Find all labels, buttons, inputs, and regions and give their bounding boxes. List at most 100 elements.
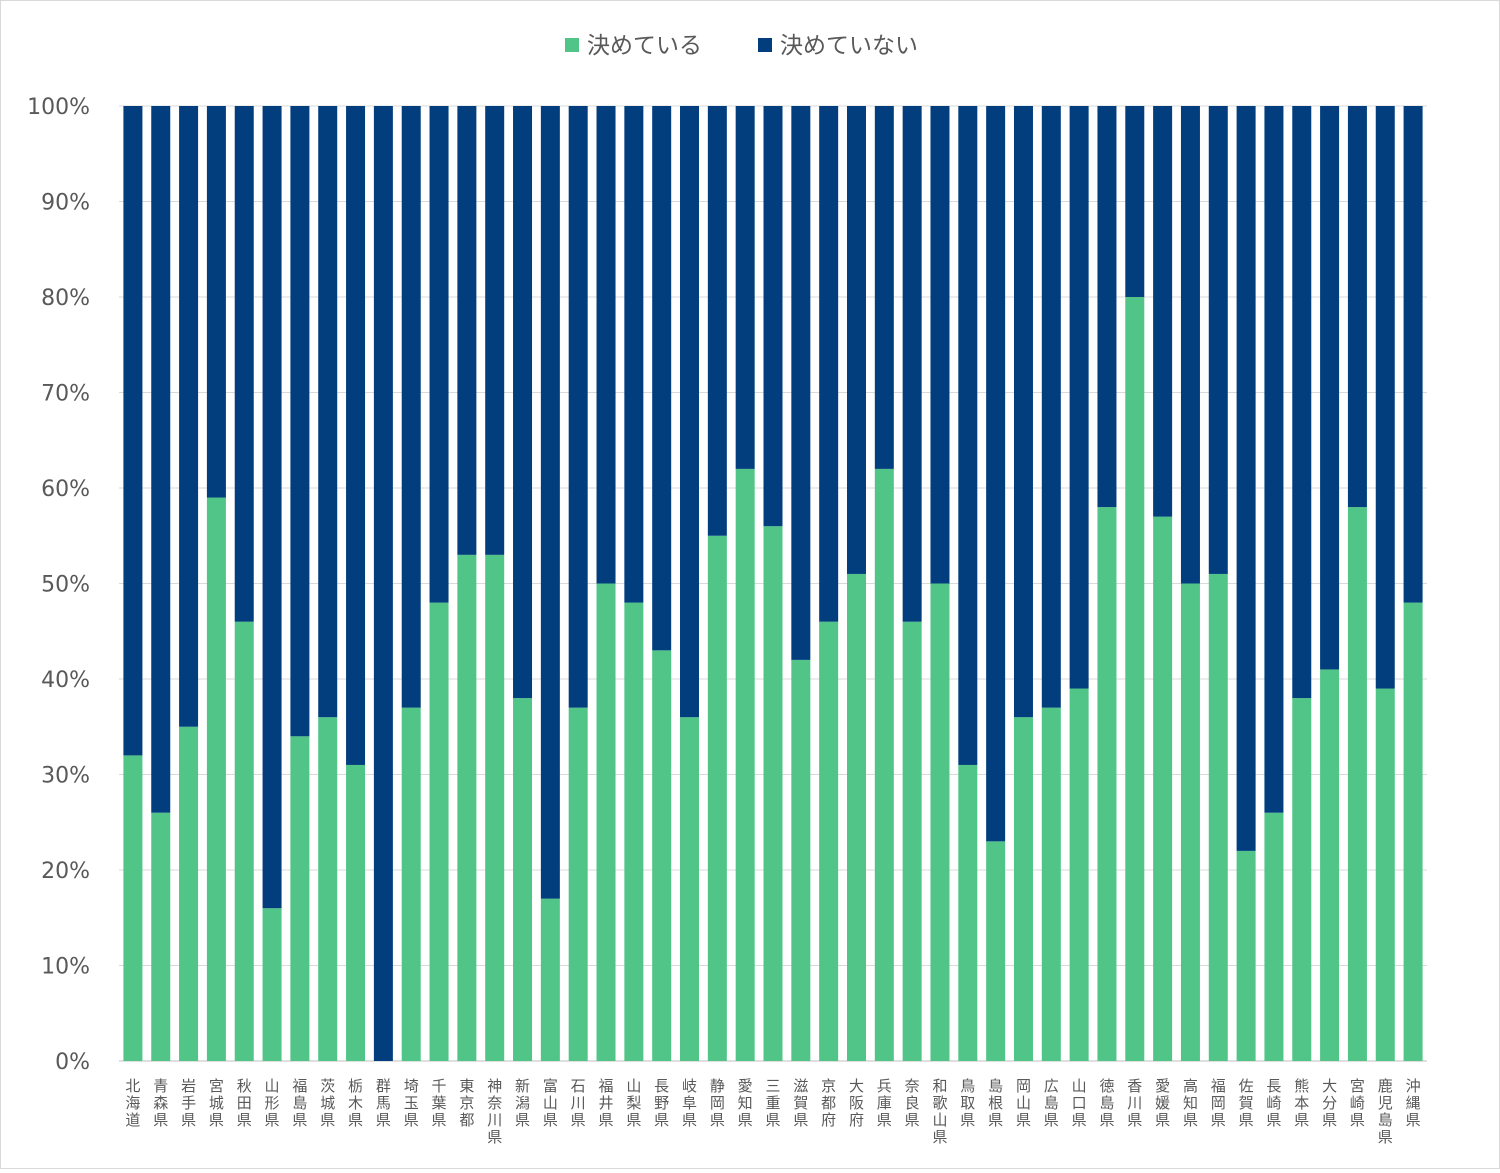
x-tick-label-char: 鹿 — [1378, 1077, 1393, 1095]
bar-decided-29 — [930, 583, 950, 1061]
x-tick-label-char: 崎 — [1266, 1094, 1281, 1112]
y-tick-label: 30% — [41, 764, 90, 789]
x-tick-label-char: 県 — [710, 1111, 725, 1129]
x-tick-label-char: 長 — [654, 1077, 669, 1095]
bars — [123, 106, 1423, 1062]
x-tick-label-char: 手 — [181, 1094, 196, 1112]
x-tick-label-char: 賀 — [793, 1094, 808, 1112]
bar-decided-15 — [540, 898, 560, 1061]
x-tick-label-char: 県 — [1294, 1111, 1309, 1129]
x-tick-label-char: 県 — [960, 1111, 975, 1129]
legend-swatch — [758, 38, 772, 52]
x-tick-label-char: 田 — [237, 1094, 252, 1112]
x-tick-label-char: 県 — [320, 1111, 335, 1129]
bar-undecided-7 — [318, 106, 338, 718]
x-tick-label-char: 埼 — [404, 1077, 419, 1095]
x-tick-label-char: 岡 — [710, 1094, 725, 1112]
x-tick-label-char: 島 — [1099, 1094, 1114, 1112]
x-tick-label-char: 県 — [571, 1111, 586, 1129]
bar-decided-22 — [735, 468, 755, 1061]
y-tick-label: 90% — [41, 191, 90, 216]
bar-decided-17 — [596, 583, 616, 1061]
x-tick-label-char: 口 — [1072, 1094, 1087, 1112]
bar-decided-39 — [1208, 573, 1228, 1061]
x-tick-label-char: 山 — [1072, 1077, 1087, 1095]
bar-decided-16 — [568, 707, 588, 1061]
x-tick-label-char: 岡 — [1016, 1077, 1031, 1095]
x-tick-label-char: 岐 — [682, 1077, 697, 1095]
bar-decided-20 — [680, 717, 700, 1061]
x-tick-label-char: 県 — [1155, 1111, 1170, 1129]
x-tick-label-char: 川 — [1127, 1094, 1142, 1112]
x-tick-label-char: 県 — [1099, 1111, 1114, 1129]
x-tick-label-char: 大 — [849, 1077, 864, 1095]
bar-undecided-0 — [123, 106, 143, 756]
bar-undecided-6 — [290, 106, 310, 737]
x-tick-label-char: 茨 — [320, 1077, 335, 1095]
x-tick-label-char: 愛 — [1155, 1077, 1170, 1095]
x-axis: 北海道青森県岩手県宮城県秋田県山形県福島県茨城県栃木県群馬県埼玉県千葉県東京都神… — [125, 1077, 1420, 1146]
x-tick-label-char: 分 — [1322, 1094, 1337, 1112]
bar-decided-19 — [652, 650, 672, 1061]
x-tick-label-char: 秋 — [237, 1077, 252, 1095]
x-tick-label-char: 東 — [459, 1077, 474, 1095]
bar-undecided-38 — [1180, 106, 1200, 584]
x-tick-label-char: 葉 — [432, 1094, 447, 1112]
bar-undecided-35 — [1097, 106, 1117, 508]
legend-label: 決めている — [587, 33, 702, 59]
x-tick-label-char: 沖 — [1406, 1077, 1421, 1095]
x-tick-label-char: 城 — [209, 1094, 224, 1112]
x-tick-label-char: 島 — [988, 1077, 1003, 1095]
x-tick-label-char: 長 — [1266, 1077, 1281, 1095]
x-tick-label-char: 重 — [765, 1094, 780, 1112]
x-tick-label-char: 県 — [1127, 1111, 1142, 1129]
bar-undecided-22 — [735, 106, 755, 469]
bar-decided-26 — [846, 573, 866, 1061]
x-tick-label-char: 和 — [932, 1077, 947, 1095]
bar-decided-4 — [234, 621, 254, 1061]
y-tick-label: 20% — [41, 859, 90, 884]
x-tick-label-char: 栃 — [348, 1077, 363, 1095]
x-tick-label-char: 香 — [1127, 1077, 1142, 1095]
x-tick-label-char: 高 — [1183, 1077, 1198, 1095]
x-tick-label-char: 北 — [125, 1077, 140, 1095]
bar-decided-1 — [151, 812, 171, 1061]
bar-undecided-26 — [846, 106, 866, 574]
bar-undecided-15 — [540, 106, 560, 899]
bar-undecided-10 — [401, 106, 421, 708]
bar-decided-8 — [346, 764, 366, 1061]
x-tick-label-char: 県 — [1183, 1111, 1198, 1129]
bar-undecided-12 — [457, 106, 477, 555]
x-tick-label-char: 山 — [265, 1077, 280, 1095]
x-tick-label-char: 徳 — [1099, 1077, 1114, 1095]
bar-decided-41 — [1264, 812, 1284, 1061]
bar-undecided-46 — [1403, 106, 1423, 603]
bar-decided-36 — [1125, 297, 1145, 1061]
bar-undecided-1 — [151, 106, 171, 813]
bar-undecided-9 — [373, 106, 393, 1061]
legend: 決めている 決めていない — [565, 33, 918, 59]
x-tick-label-char: 島 — [1378, 1111, 1393, 1129]
x-tick-label-char: 大 — [1322, 1077, 1337, 1095]
y-tick-label: 50% — [41, 573, 90, 598]
x-tick-label-char: 井 — [599, 1094, 614, 1112]
x-tick-label-char: 城 — [320, 1094, 335, 1112]
bar-undecided-18 — [624, 106, 644, 603]
bar-undecided-37 — [1153, 106, 1173, 517]
bar-undecided-36 — [1125, 106, 1145, 297]
x-tick-label-char: 県 — [487, 1128, 502, 1146]
x-tick-label-char: 県 — [1072, 1111, 1087, 1129]
x-tick-label-char: 県 — [153, 1111, 168, 1129]
x-tick-label-char: 神 — [487, 1077, 502, 1095]
x-tick-label-char: 県 — [765, 1111, 780, 1129]
y-tick-label: 100% — [27, 95, 90, 120]
bar-undecided-2 — [179, 106, 199, 727]
x-tick-label-char: 石 — [571, 1077, 586, 1095]
bar-decided-13 — [485, 554, 505, 1061]
bar-undecided-27 — [874, 106, 894, 469]
x-tick-label-char: 三 — [765, 1077, 780, 1095]
x-tick-label-char: 群 — [376, 1077, 391, 1095]
x-tick-label-char: 都 — [459, 1111, 474, 1129]
x-tick-label-char: 児 — [1378, 1094, 1393, 1112]
